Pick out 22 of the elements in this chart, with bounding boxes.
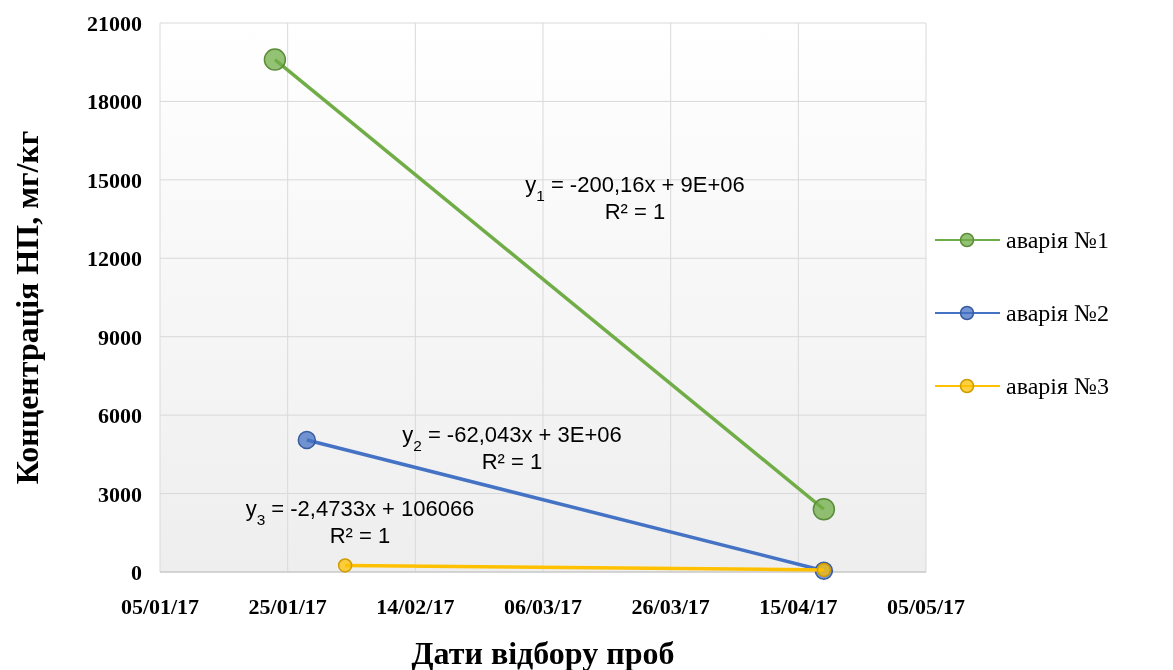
x-tick-label: 14/02/17 <box>376 594 455 619</box>
y-axis-title: Концентрація НП, мг/кг <box>9 130 45 485</box>
annotation: y$_{3}$ = -2,4733x + 106066 R² = 1 <box>245 496 475 548</box>
x-tick-label: 06/03/17 <box>503 594 583 619</box>
y-tick-label: 12000 <box>87 246 142 272</box>
legend-label: аварія №3 <box>1006 373 1109 399</box>
y-tick-label: 18000 <box>87 89 142 115</box>
x-tick-label: 26/03/17 <box>631 594 710 619</box>
x-tick-label: 05/05/17 <box>886 594 966 619</box>
y-tick-label: 9000 <box>98 324 142 350</box>
y-tick-label: 3000 <box>98 481 142 507</box>
legend-label: аварія №1 <box>1006 227 1109 253</box>
annotation: y$_{1}$ = -200,16x + 9E+06 R² = 1 <box>525 172 745 224</box>
x-tick-label: 25/01/17 <box>248 594 327 619</box>
x-tick-label: 05/01/17 <box>120 594 200 619</box>
y-tick-label: 0 <box>131 560 142 585</box>
legend-label: аварія №2 <box>1006 300 1109 326</box>
y-tick-label: 6000 <box>98 403 142 429</box>
x-tick-label: 15/04/17 <box>759 594 838 619</box>
annotation: y$_{2}$ = -62,043x + 3E+06 R² = 1 <box>402 422 622 474</box>
y-tick-label: 15000 <box>87 167 142 193</box>
y-tick-label: 21000 <box>87 11 142 36</box>
